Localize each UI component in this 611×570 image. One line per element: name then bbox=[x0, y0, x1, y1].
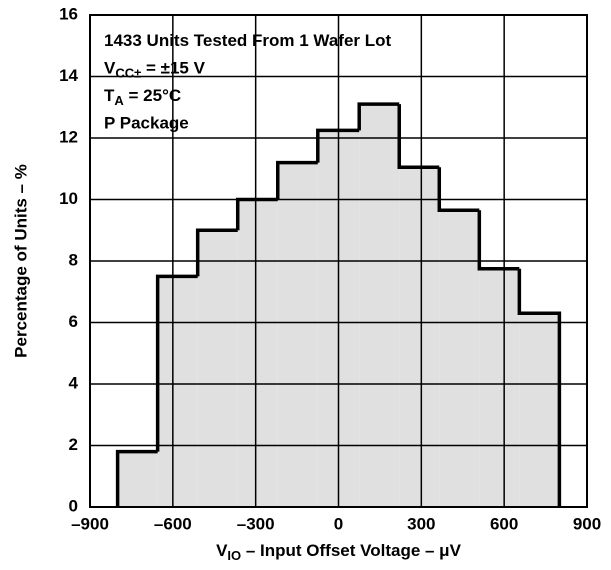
bar-outline bbox=[155, 274, 198, 452]
y-tick-label: 2 bbox=[69, 435, 78, 454]
bar-outline bbox=[397, 104, 440, 169]
x-tick-label: 600 bbox=[490, 514, 518, 533]
bar bbox=[237, 199, 278, 507]
bar bbox=[359, 104, 400, 508]
bar-outline bbox=[477, 210, 520, 271]
y-tick-label: 4 bbox=[69, 373, 79, 392]
x-axis-label-part: – Input Offset Voltage – μV bbox=[241, 541, 461, 560]
annotation-part: V bbox=[104, 59, 116, 78]
y-tick-label: 0 bbox=[69, 496, 78, 515]
annotation-part: = ±15 V bbox=[141, 59, 205, 78]
y-tick-label: 10 bbox=[59, 189, 78, 208]
annotation-part: = 25°C bbox=[124, 86, 181, 105]
bar bbox=[439, 210, 480, 507]
annotation: P Package bbox=[104, 114, 189, 133]
annotation: 1433 Units Tested From 1 Wafer Lot bbox=[104, 31, 392, 50]
bar-outline bbox=[357, 102, 400, 131]
bar bbox=[157, 276, 198, 507]
x-tick-label: 0 bbox=[334, 514, 343, 533]
bar bbox=[399, 167, 440, 507]
x-tick-label: 900 bbox=[573, 514, 601, 533]
bar-outline bbox=[195, 228, 238, 277]
x-axis-label-part: V bbox=[216, 541, 228, 560]
annotation-part: P Package bbox=[104, 114, 189, 133]
y-tick-label: 14 bbox=[59, 66, 78, 85]
y-tick-label: 16 bbox=[59, 4, 78, 23]
bar-outline bbox=[437, 167, 480, 213]
bar bbox=[519, 313, 560, 507]
annotation: VCC± = ±15 V bbox=[104, 59, 206, 81]
x-axis-label-part: IO bbox=[227, 548, 241, 563]
bar-outline bbox=[115, 449, 158, 507]
y-tick-label: 6 bbox=[69, 312, 78, 331]
bar bbox=[117, 451, 158, 507]
x-tick-label: –600 bbox=[154, 514, 192, 533]
bar bbox=[197, 230, 238, 507]
annotation-part: T bbox=[104, 86, 115, 105]
y-axis-label: Percentage of Units – % bbox=[11, 164, 30, 358]
plot-frame bbox=[89, 14, 588, 508]
annotation: TA = 25°C bbox=[104, 86, 181, 108]
annotation-part: A bbox=[114, 93, 124, 108]
x-tick-label: –900 bbox=[71, 514, 109, 533]
bar-outline bbox=[235, 197, 278, 231]
y-tick-label: 12 bbox=[59, 127, 78, 146]
annotation-part: 1433 Units Tested From 1 Wafer Lot bbox=[104, 31, 392, 50]
x-tick-label: –300 bbox=[237, 514, 275, 533]
x-tick-label: 300 bbox=[407, 514, 435, 533]
x-axis-label: VIO – Input Offset Voltage – μV bbox=[216, 541, 462, 563]
annotation-part: CC± bbox=[115, 66, 141, 81]
y-tick-label: 8 bbox=[69, 250, 78, 269]
bar-outline bbox=[517, 268, 562, 507]
bar-outline bbox=[316, 128, 360, 163]
bar bbox=[479, 268, 520, 507]
bar-outline bbox=[276, 160, 318, 200]
bar bbox=[277, 162, 318, 507]
